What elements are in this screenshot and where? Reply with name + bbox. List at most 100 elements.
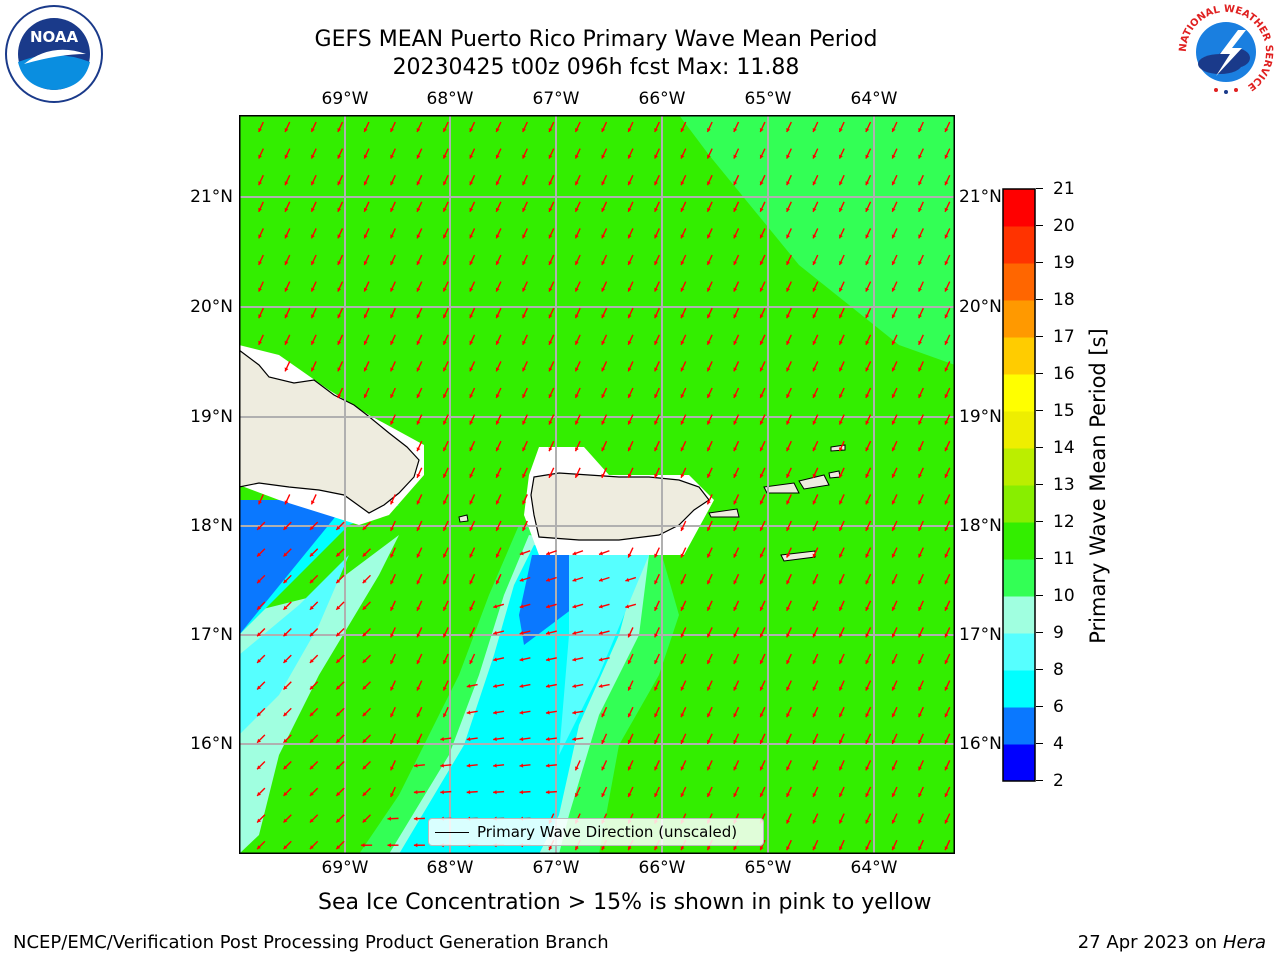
- wave-arrow: [335, 654, 345, 664]
- wave-arrow: [495, 494, 502, 505]
- colorbar-segment: [1003, 448, 1035, 486]
- wave-arrow: [891, 387, 898, 399]
- wave-arrow: [416, 627, 423, 638]
- wave-arrow: [627, 361, 634, 372]
- lon-label-top: 67°W: [532, 89, 580, 109]
- wave-arrow: [944, 414, 951, 425]
- wave-arrow: [944, 228, 951, 239]
- wave-arrow: [944, 334, 951, 346]
- wave-arrow: [654, 733, 660, 745]
- wave-arrow: [337, 307, 344, 319]
- wave-arrow: [258, 281, 264, 292]
- wave-arrow: [759, 786, 766, 798]
- wave-arrow: [601, 361, 608, 372]
- wave-arrow: [548, 467, 555, 479]
- wave-arrow: [522, 228, 528, 239]
- colorbar-segment: [1003, 596, 1035, 634]
- wave-arrow: [680, 600, 687, 612]
- wave-arrow: [706, 307, 713, 319]
- wave-arrow: [442, 547, 449, 558]
- wave-arrow: [706, 520, 713, 532]
- wave-arrow: [362, 601, 371, 611]
- wave-arrow: [918, 148, 924, 159]
- wave-arrow: [337, 387, 344, 399]
- wave-arrow: [283, 654, 292, 664]
- wave-arrow: [309, 707, 319, 717]
- wave-arrow: [812, 653, 819, 665]
- wave-arrow: [283, 814, 292, 823]
- wave-arrow: [469, 467, 476, 479]
- ne-period-band: [679, 115, 955, 365]
- wave-arrow: [495, 573, 502, 585]
- wave-arrow: [812, 600, 819, 612]
- wave-arrow: [891, 254, 898, 266]
- wave-arrow: [442, 148, 449, 159]
- sw-blue-patch: [239, 500, 349, 635]
- wave-arrow: [390, 307, 396, 319]
- wave-arrow: [944, 307, 951, 319]
- wave-arrow: [440, 763, 452, 768]
- colorbar-segment: [1003, 670, 1035, 708]
- wave-arrow: [466, 737, 478, 742]
- wave-arrow: [733, 520, 740, 532]
- wave-arrow: [838, 786, 845, 798]
- wave-arrow: [812, 361, 819, 372]
- wave-arrow: [759, 600, 766, 612]
- wave-arrow: [309, 574, 319, 584]
- wave-arrow: [337, 121, 344, 133]
- wave-arrow: [918, 839, 924, 851]
- wave-arrow: [706, 733, 713, 745]
- colorbar-segment: [1003, 522, 1035, 560]
- wave-arrow: [838, 334, 845, 346]
- wave-arrow: [466, 710, 478, 715]
- wave-arrow: [495, 361, 502, 372]
- wave-arrow: [865, 627, 872, 638]
- colorbar-segment: [1003, 337, 1035, 375]
- wave-arrow: [891, 228, 898, 239]
- wave-arrow: [706, 201, 713, 213]
- wave-arrow: [256, 840, 266, 850]
- wave-arrow: [918, 786, 924, 798]
- wave-arrow: [838, 148, 845, 159]
- wave-arrow: [680, 520, 687, 532]
- wave-arrow: [865, 786, 872, 798]
- wave-arrow: [733, 573, 740, 585]
- wave-arrow: [522, 520, 528, 532]
- wave-arrow: [601, 201, 608, 213]
- wave-arrow: [416, 334, 423, 346]
- wave-arrow: [387, 816, 399, 821]
- wave-arrow: [545, 763, 557, 768]
- wave-arrow: [865, 680, 872, 691]
- colorbar-tick-mark: [1036, 225, 1043, 226]
- wave-arrow: [335, 761, 345, 770]
- wave-arrow: [625, 603, 637, 609]
- wave-arrow: [759, 361, 766, 372]
- wave-arrow: [519, 603, 531, 609]
- wave-arrow: [891, 361, 898, 372]
- wave-arrow: [680, 121, 687, 133]
- wave-arrow: [918, 653, 924, 665]
- wave-arrow: [548, 334, 555, 346]
- wave-arrow: [706, 706, 713, 718]
- wave-arrow: [680, 706, 687, 718]
- lat-label-right: 19°N: [959, 407, 1002, 427]
- wave-arrow: [759, 573, 766, 585]
- wave-arrow: [548, 307, 555, 319]
- wave-arrow: [786, 201, 792, 213]
- wave-arrow: [258, 228, 264, 239]
- wave-arrow: [812, 520, 819, 532]
- wave-arrow: [310, 494, 317, 505]
- wave-arrow: [891, 414, 898, 425]
- wave-arrow: [442, 520, 449, 532]
- lat-label-right: 17°N: [959, 625, 1002, 645]
- wave-arrow: [838, 414, 845, 425]
- wave-arrow: [574, 414, 581, 425]
- wave-arrow: [838, 627, 845, 638]
- wave-arrow: [416, 653, 423, 665]
- colorbar-tick-label: 15: [1053, 401, 1075, 421]
- colorbar-tick-label: 14: [1053, 438, 1075, 458]
- wave-arrow: [519, 630, 531, 635]
- wave-arrow: [680, 228, 687, 239]
- wave-arrow: [706, 760, 713, 771]
- wave-arrow: [627, 627, 634, 638]
